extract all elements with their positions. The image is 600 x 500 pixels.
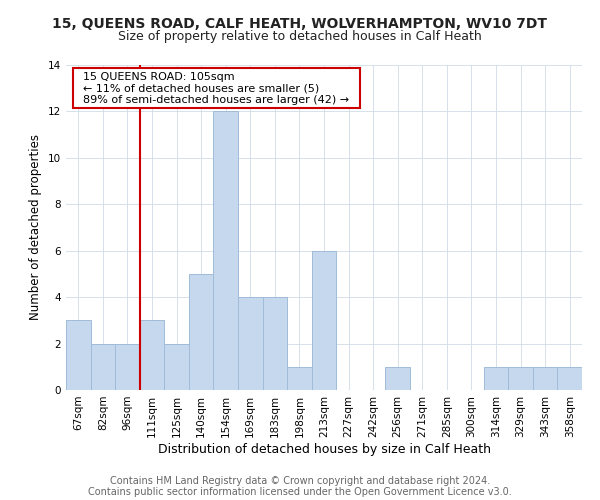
Bar (91, 344, 115, 390)
X-axis label: Distribution of detached houses by size in Calf Heath: Distribution of detached houses by size … (157, 442, 491, 456)
Bar (385, 367, 410, 390)
Bar (287, 367, 312, 390)
Bar (484, 367, 508, 390)
Y-axis label: Number of detached properties: Number of detached properties (29, 134, 43, 320)
Text: Contains HM Land Registry data © Crown copyright and database right 2024.: Contains HM Land Registry data © Crown c… (110, 476, 490, 486)
Bar (189, 274, 214, 390)
Bar (238, 297, 263, 390)
Bar (115, 344, 140, 390)
Bar (263, 297, 287, 390)
Text: 15 QUEENS ROAD: 105sqm
  ← 11% of detached houses are smaller (5)
  89% of semi-: 15 QUEENS ROAD: 105sqm ← 11% of detached… (76, 72, 356, 104)
Bar (312, 250, 336, 390)
Bar (533, 367, 557, 390)
Bar (164, 344, 189, 390)
Bar (557, 367, 582, 390)
Bar (508, 367, 533, 390)
Bar (140, 320, 164, 390)
Text: 15, QUEENS ROAD, CALF HEATH, WOLVERHAMPTON, WV10 7DT: 15, QUEENS ROAD, CALF HEATH, WOLVERHAMPT… (53, 18, 548, 32)
Bar (66, 320, 91, 390)
Text: Contains public sector information licensed under the Open Government Licence v3: Contains public sector information licen… (88, 487, 512, 497)
Text: Size of property relative to detached houses in Calf Heath: Size of property relative to detached ho… (118, 30, 482, 43)
Bar (214, 112, 238, 390)
